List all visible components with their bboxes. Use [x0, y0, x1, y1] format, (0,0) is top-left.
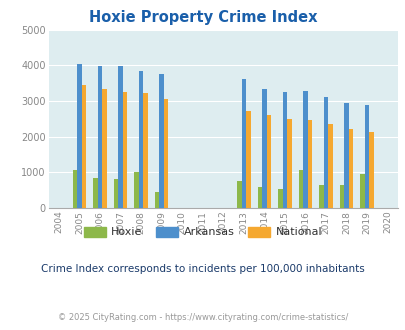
Bar [257, 187, 262, 208]
Bar [364, 105, 369, 208]
Bar [303, 91, 307, 208]
Bar [343, 103, 348, 208]
Bar [348, 129, 352, 208]
Bar [72, 170, 77, 208]
Bar [286, 119, 291, 208]
Text: Crime Index corresponds to incidents per 100,000 inhabitants: Crime Index corresponds to incidents per… [41, 264, 364, 274]
Bar [359, 174, 364, 208]
Bar [118, 66, 123, 208]
Bar [134, 172, 139, 208]
Bar [307, 120, 311, 208]
Bar [323, 97, 328, 208]
Bar [328, 124, 332, 208]
Bar [262, 89, 266, 208]
Bar [318, 185, 323, 208]
Bar [369, 132, 373, 208]
Bar [77, 64, 81, 208]
Bar [277, 189, 282, 208]
Bar [245, 111, 250, 208]
Bar [102, 89, 107, 208]
Bar [266, 115, 271, 208]
Bar [143, 93, 147, 208]
Bar [81, 85, 86, 208]
Bar [237, 181, 241, 208]
Bar [98, 66, 102, 208]
Bar [123, 92, 127, 208]
Text: Hoxie Property Crime Index: Hoxie Property Crime Index [89, 10, 316, 25]
Bar [155, 191, 159, 208]
Bar [164, 99, 168, 208]
Bar [339, 185, 343, 208]
Bar [159, 74, 164, 208]
Bar [113, 180, 118, 208]
Text: © 2025 CityRating.com - https://www.cityrating.com/crime-statistics/: © 2025 CityRating.com - https://www.city… [58, 314, 347, 322]
Bar [282, 92, 286, 208]
Bar [93, 178, 98, 208]
Legend: Hoxie, Arkansas, National: Hoxie, Arkansas, National [80, 223, 325, 241]
Bar [241, 79, 245, 208]
Bar [139, 71, 143, 208]
Bar [298, 170, 303, 208]
